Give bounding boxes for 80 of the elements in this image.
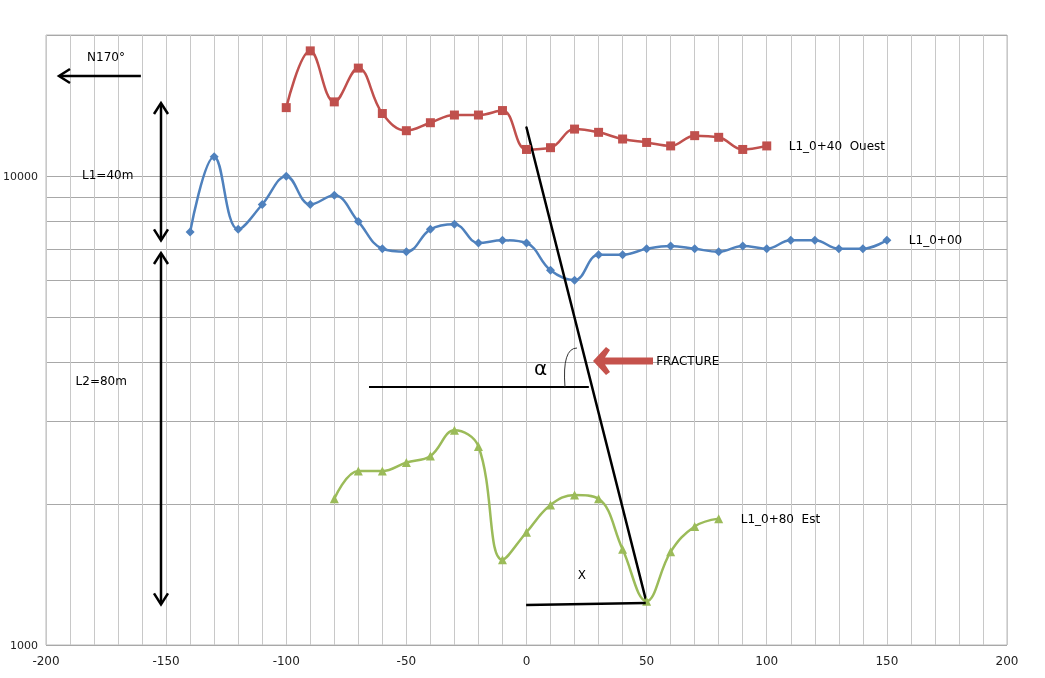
annotation: X [577,567,586,582]
point [473,110,483,120]
point [810,235,820,245]
point [305,200,315,209]
point [473,442,483,452]
point [786,235,796,245]
point [329,190,339,200]
point [401,458,411,468]
point [570,124,580,134]
series-label: L1_0+80 Est [740,511,821,526]
point [425,224,435,234]
point [594,127,604,137]
point [858,244,868,254]
point [497,235,507,245]
point [353,63,363,73]
point [257,200,267,209]
point [449,425,459,435]
point [401,126,411,136]
point [353,466,363,476]
x-tick-label: -50 [396,654,417,668]
point [546,143,556,153]
annotation: FRACTURE [656,353,720,368]
annotation: α [533,355,548,380]
x-tick-label: 150 [875,654,899,668]
point [185,227,195,237]
point [738,144,748,154]
annotation: L2=80m [75,373,127,388]
point [233,224,243,234]
point [281,171,291,181]
point [618,250,628,260]
x-tick-label: 50 [638,654,655,668]
point [618,134,628,144]
point [762,244,772,254]
point [329,97,339,107]
point [522,144,531,154]
point [642,137,652,147]
series-label: L1_0+40 Ouest [788,138,886,153]
point [690,521,700,531]
point [690,131,700,141]
point [497,106,507,116]
point [377,244,387,254]
x-tick-label: 200 [995,654,1019,668]
point [714,132,724,142]
point [834,244,844,254]
point [449,110,459,120]
point [546,265,556,275]
point [401,247,411,257]
point [497,555,507,565]
point [377,466,387,476]
point [882,235,892,245]
x-tick-label: 0 [522,654,531,668]
point [570,275,580,285]
point [618,544,628,554]
x-tick-label: -150 [152,654,180,668]
point [594,494,604,504]
point [353,217,363,227]
annotation: L1=40m [82,167,134,182]
point [425,118,435,128]
point [281,103,291,113]
y-tick-label: 1000 [9,638,38,652]
point [570,490,580,500]
point [305,46,315,56]
point [522,238,531,248]
point [522,527,531,537]
x-tick-label: 100 [755,654,779,668]
point [690,244,700,254]
annotation: N170° [87,50,125,65]
series-label: L1_0+00 [908,233,963,248]
point [714,247,724,257]
point [377,109,387,119]
point [473,238,483,248]
point [209,152,219,162]
y-tick-label: 10000 [2,169,38,183]
point [642,244,652,254]
x-tick-label: -100 [272,654,300,668]
x-tick-label: -200 [32,654,60,668]
point [666,141,676,151]
point [546,500,556,510]
point [762,141,772,151]
point [449,219,459,229]
